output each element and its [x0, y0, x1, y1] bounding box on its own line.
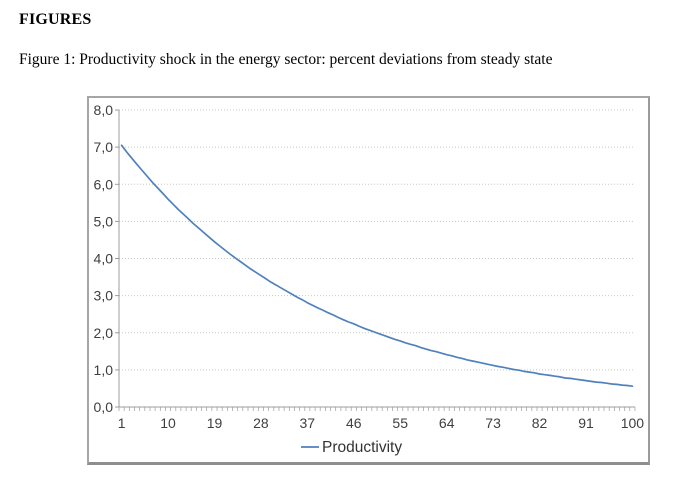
- y-tick-label: 1,0: [94, 362, 114, 378]
- x-tick-label: 73: [485, 415, 501, 431]
- x-tick-label: 19: [207, 415, 223, 431]
- x-tick-label: 28: [253, 415, 269, 431]
- legend-label: Productivity: [322, 439, 402, 456]
- y-tick-label: 3,0: [94, 288, 114, 304]
- x-tick-label: 64: [439, 415, 455, 431]
- x-tick-label: 91: [578, 415, 594, 431]
- x-tick-label: 37: [300, 415, 316, 431]
- x-tick-label: 82: [532, 415, 548, 431]
- x-tick-label: 1: [118, 415, 126, 431]
- y-tick-label: 6,0: [94, 176, 114, 192]
- figure-caption: Figure 1: Productivity shock in the ener…: [19, 51, 553, 68]
- y-tick-label: 5,0: [94, 213, 114, 229]
- y-tick-label: 0,0: [94, 399, 114, 415]
- x-tick-label: 100: [621, 415, 645, 431]
- x-tick-label: 55: [392, 415, 408, 431]
- productivity-chart[interactable]: 0,0 1,0 2,0 3,0 4,0 5,0 6,0 7,0 8,0 1 10 19 28 37 46 55…: [87, 96, 650, 465]
- productivity-curve: [120, 144, 634, 388]
- chart-canvas: 0,0 1,0 2,0 3,0 4,0 5,0 6,0 7,0 8,0 1 10 19 28 37 46 55…: [94, 102, 645, 456]
- y-tick-label: 8,0: [94, 102, 114, 118]
- x-tick-label: 10: [160, 415, 176, 431]
- y-tick-label: 4,0: [94, 251, 114, 267]
- figures-heading: FIGURES: [19, 11, 92, 28]
- y-tick-label: 2,0: [94, 325, 114, 341]
- x-tick-label: 46: [346, 415, 362, 431]
- y-tick-label: 7,0: [94, 139, 114, 155]
